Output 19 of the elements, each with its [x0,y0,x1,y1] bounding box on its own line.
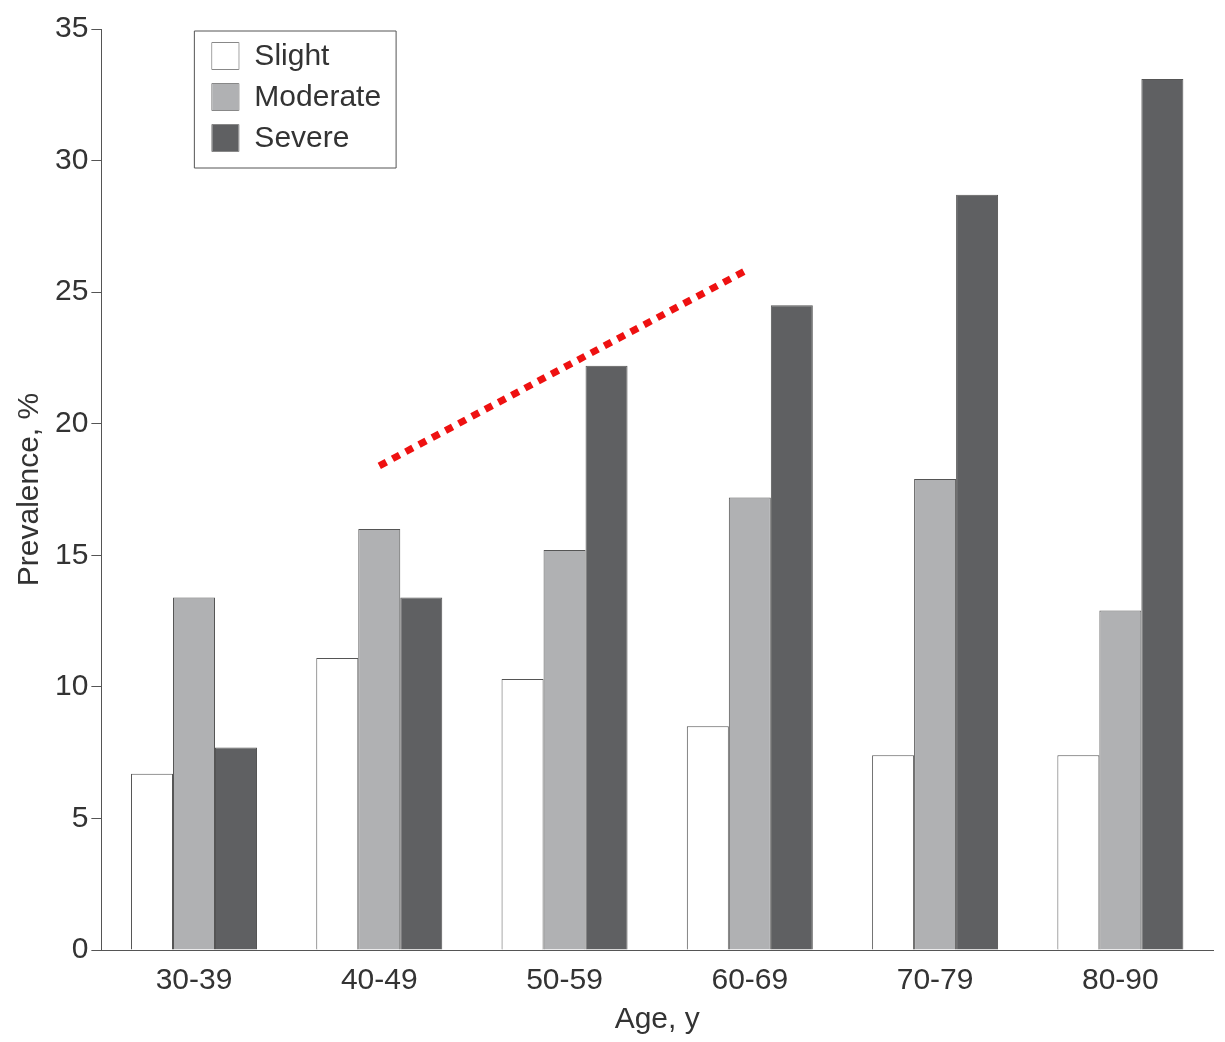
x-tick-label: 80-90 [1082,962,1159,996]
y-tick-label: 15 [54,536,89,570]
y-tick-label: 30 [54,141,89,175]
y-axis-title: Prevalence, % [11,392,45,587]
x-tick-label: 30-39 [155,962,233,996]
y-tick-label: 10 [54,668,89,702]
x-tick-label: 60-69 [711,962,789,996]
y-tick-label: 35 [54,10,89,44]
legend-label: Moderate [254,79,382,113]
y-tick-label: 0 [71,931,89,965]
x-tick-label: 40-49 [340,962,418,996]
y-tick-label: 5 [71,799,89,833]
y-tick-label: 25 [54,273,89,307]
legend-label: Slight [254,38,331,72]
x-tick-label: 50-59 [526,962,603,996]
x-tick-label: 70-79 [896,962,974,996]
y-tick-label: 20 [54,404,89,438]
legend-label: Severe [254,120,350,154]
x-axis-title: Age, y [614,1001,700,1035]
